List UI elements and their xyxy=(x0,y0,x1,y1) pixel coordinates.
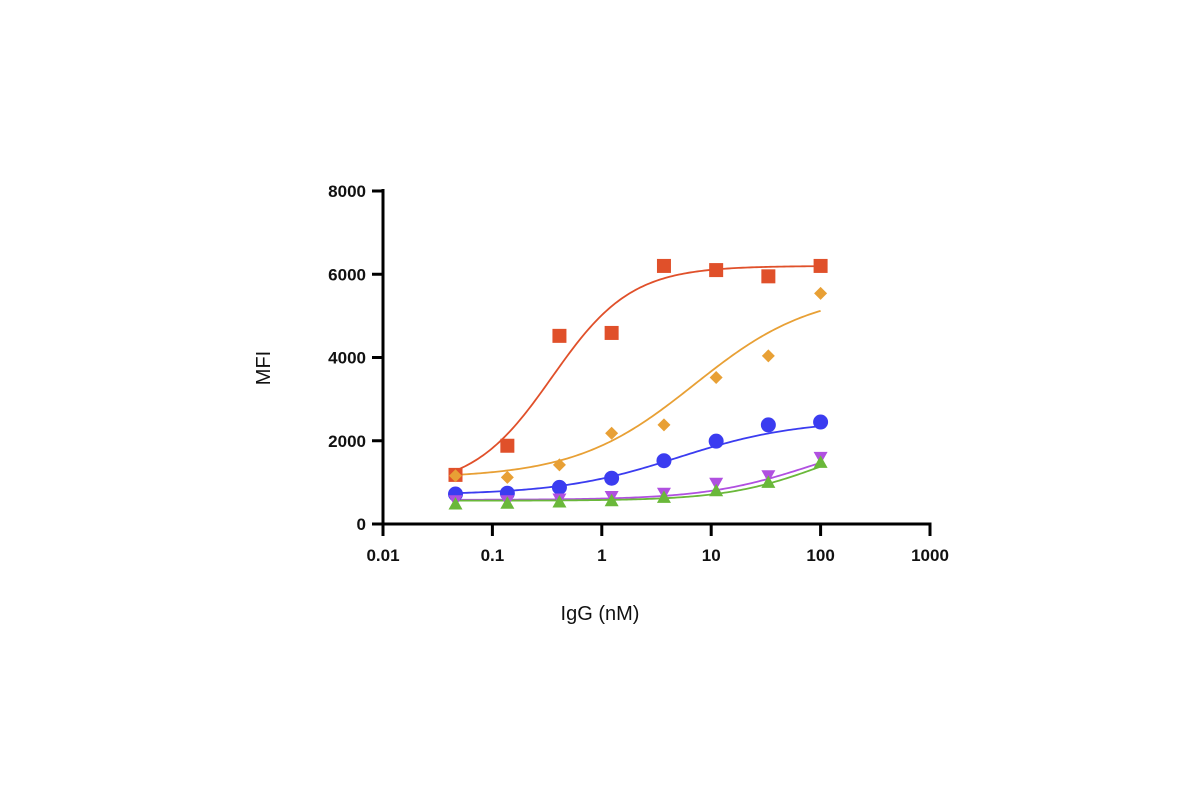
data-point-square xyxy=(552,328,567,343)
data-point-circle xyxy=(656,453,672,469)
data-point-square xyxy=(813,258,828,273)
data-point-square xyxy=(709,263,724,278)
data-point-circle xyxy=(813,414,829,430)
data-point-diamond xyxy=(657,418,671,432)
fit-curves xyxy=(455,265,821,502)
fit-curve xyxy=(455,309,821,476)
data-point-diamond xyxy=(500,470,514,484)
data-point-diamond xyxy=(814,286,828,300)
x-axis-title: IgG (nM) xyxy=(561,603,640,625)
y-tick-label: 6000 xyxy=(328,265,366,284)
fit-curve xyxy=(455,265,821,472)
data-point-square xyxy=(761,269,776,284)
data-point-square xyxy=(604,325,619,340)
data-point-circle xyxy=(708,433,724,449)
data-point-circle xyxy=(551,479,567,495)
y-tick-label: 8000 xyxy=(328,182,366,201)
x-tick-label: 100 xyxy=(806,546,834,565)
data-point-square xyxy=(656,258,671,273)
y-axis-title: MFI xyxy=(253,351,275,385)
data-point-diamond xyxy=(449,469,463,483)
x-tick-label: 0.01 xyxy=(366,546,399,565)
y-tick-label: 0 xyxy=(357,515,366,534)
data-point-triangle-up xyxy=(709,483,724,497)
data-point-diamond xyxy=(761,349,775,363)
data-point-triangle-up xyxy=(604,493,619,507)
data-point-triangle-up xyxy=(761,475,776,488)
data-point-diamond xyxy=(605,426,619,440)
x-tick-label: 10 xyxy=(702,546,721,565)
y-tick-label: 4000 xyxy=(328,349,366,368)
x-tick-label: 1000 xyxy=(911,546,949,565)
data-point-triangle-up xyxy=(552,494,567,508)
data-points xyxy=(448,258,829,510)
data-point-diamond xyxy=(709,370,723,384)
data-point-square xyxy=(500,438,515,453)
fit-curve xyxy=(455,425,821,495)
data-point-circle xyxy=(604,470,620,486)
data-point-circle xyxy=(760,417,776,433)
fit-curve xyxy=(455,461,821,501)
data-point-triangle-up xyxy=(448,497,463,510)
axes: 0 2000 4000 6000 8000 0.01 0.1 1 10 100 1000 xyxy=(328,182,949,565)
x-tick-label: 1 xyxy=(597,546,606,565)
data-point-triangle-up xyxy=(813,455,828,468)
y-tick-label: 2000 xyxy=(328,432,366,451)
data-point-diamond xyxy=(552,458,566,472)
data-point-triangle-up xyxy=(656,490,671,503)
fit-curve xyxy=(455,465,821,502)
data-point-triangle-up xyxy=(500,496,515,509)
x-tick-label: 0.1 xyxy=(481,546,505,565)
